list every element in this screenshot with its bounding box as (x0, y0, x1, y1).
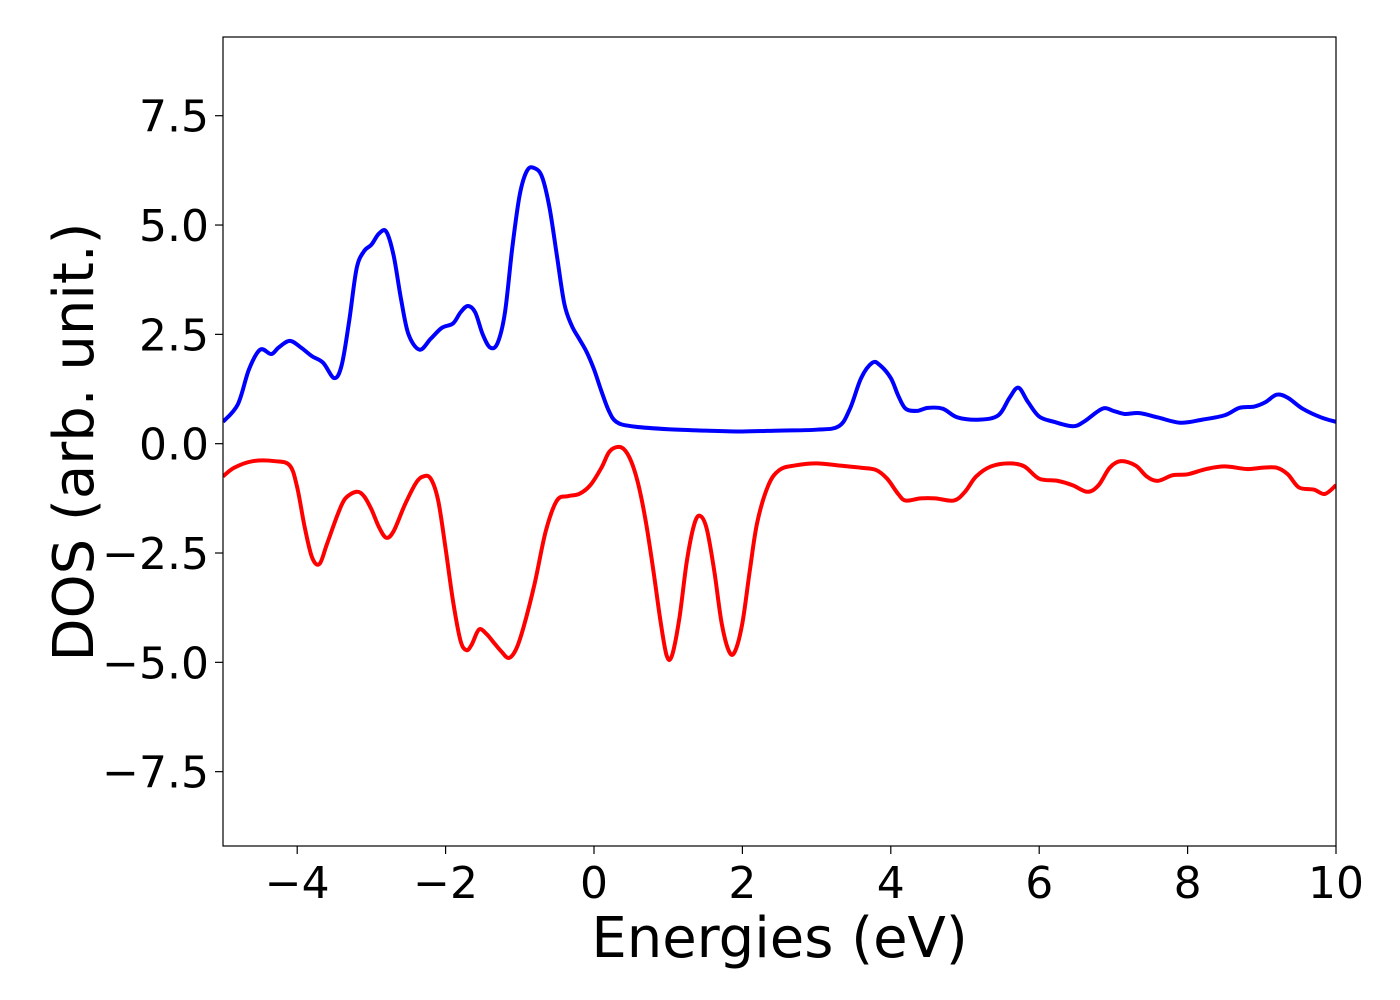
x-tick-label: 4 (877, 858, 905, 909)
y-tick-label: 0.0 (139, 420, 209, 471)
y-tick-label: 5.0 (139, 201, 209, 252)
plot-frame (222, 36, 1337, 847)
dos-series-line-red (223, 444, 1336, 663)
y-axis: 7.5 5.0 2.5 0.0 −2.5 −5.0 −7.5 (102, 92, 223, 799)
y-tick-label: −5.0 (102, 638, 209, 689)
x-tick-label: 2 (728, 858, 756, 909)
y-tick-label: −2.5 (102, 529, 209, 580)
y-tick-label: 2.5 (139, 310, 209, 361)
x-tick-label: −4 (265, 858, 330, 909)
x-axis-label: Energies (eV) (591, 906, 967, 971)
x-tick-label: 0 (580, 858, 608, 909)
series-layer (223, 165, 1336, 663)
y-axis-label: DOS (arb. unit.) (42, 222, 107, 661)
x-tick-label: 6 (1025, 858, 1053, 909)
y-tick-label: −7.5 (102, 748, 209, 799)
x-axis: −4 −2 0 2 4 6 8 10 (265, 846, 1364, 909)
x-tick-label: 10 (1308, 858, 1364, 909)
y-tick-label: 7.5 (139, 92, 209, 143)
dos-series-line-blue (223, 165, 1336, 434)
x-tick-label: 8 (1174, 858, 1202, 909)
x-tick-label: −2 (413, 858, 478, 909)
